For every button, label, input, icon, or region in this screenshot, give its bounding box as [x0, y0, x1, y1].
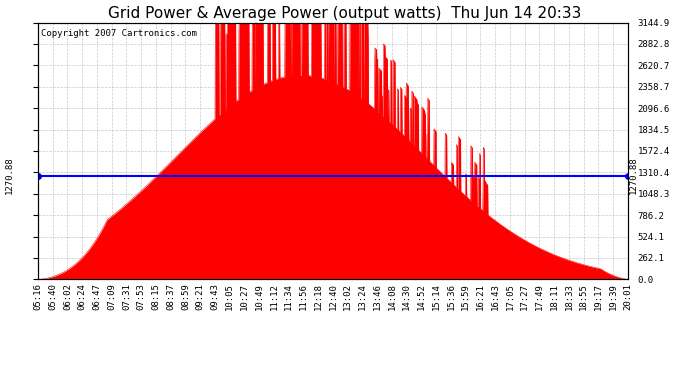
Text: 16:43: 16:43: [491, 283, 500, 310]
Text: 14:52: 14:52: [417, 283, 426, 310]
Text: 20:01: 20:01: [623, 283, 633, 310]
Text: 15:36: 15:36: [446, 283, 455, 310]
Text: 08:59: 08:59: [181, 283, 190, 310]
Text: 11:56: 11:56: [299, 283, 308, 310]
Text: 06:02: 06:02: [63, 283, 72, 310]
Text: 18:33: 18:33: [564, 283, 573, 310]
Text: 16:21: 16:21: [476, 283, 485, 310]
Text: 19:39: 19:39: [609, 283, 618, 310]
Text: 11:12: 11:12: [269, 283, 279, 310]
Text: 17:49: 17:49: [535, 283, 544, 310]
Text: 15:14: 15:14: [432, 283, 441, 310]
Text: Copyright 2007 Cartronics.com: Copyright 2007 Cartronics.com: [41, 29, 197, 38]
Text: 09:21: 09:21: [196, 283, 205, 310]
Text: 05:40: 05:40: [48, 283, 57, 310]
Text: 10:27: 10:27: [240, 283, 249, 310]
Text: 15:59: 15:59: [461, 283, 470, 310]
Text: 08:15: 08:15: [151, 283, 161, 310]
Text: 13:24: 13:24: [358, 283, 367, 310]
Text: 05:16: 05:16: [33, 283, 43, 310]
Text: 07:09: 07:09: [107, 283, 116, 310]
Text: 14:30: 14:30: [402, 283, 411, 310]
Text: 18:11: 18:11: [550, 283, 559, 310]
Text: 13:46: 13:46: [373, 283, 382, 310]
Text: 19:17: 19:17: [594, 283, 603, 310]
Text: 06:24: 06:24: [78, 283, 87, 310]
Text: 12:40: 12:40: [328, 283, 337, 310]
Text: 06:47: 06:47: [92, 283, 101, 310]
Text: 12:18: 12:18: [314, 283, 323, 310]
Text: 17:27: 17:27: [520, 283, 529, 310]
Text: Grid Power & Average Power (output watts)  Thu Jun 14 20:33: Grid Power & Average Power (output watts…: [108, 6, 582, 21]
Text: 1270.88: 1270.88: [6, 157, 14, 194]
Text: 09:43: 09:43: [210, 283, 219, 310]
Text: 14:08: 14:08: [387, 283, 397, 310]
Text: 08:37: 08:37: [166, 283, 175, 310]
Text: 07:53: 07:53: [137, 283, 146, 310]
Text: 13:02: 13:02: [343, 283, 352, 310]
Text: 18:55: 18:55: [579, 283, 588, 310]
Text: 17:05: 17:05: [505, 283, 515, 310]
Text: 07:31: 07:31: [122, 283, 131, 310]
Text: 10:49: 10:49: [255, 283, 264, 310]
Text: 1270.88: 1270.88: [629, 157, 638, 194]
Text: 11:34: 11:34: [284, 283, 293, 310]
Text: 10:05: 10:05: [225, 283, 234, 310]
